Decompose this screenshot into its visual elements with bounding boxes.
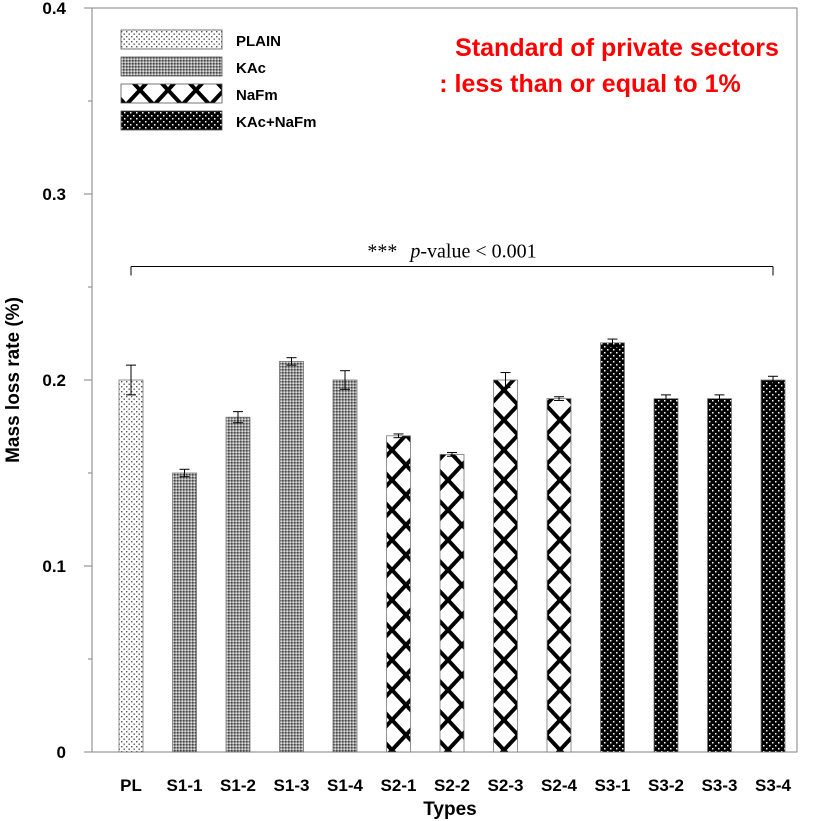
bar-pl bbox=[118, 379, 144, 753]
x-tick-label-s1-2: S1-2 bbox=[220, 776, 256, 795]
legend-label-kac-nafm: KAc+NaFm bbox=[236, 114, 316, 131]
x-tick-label-s3-3: S3-3 bbox=[702, 776, 738, 795]
significance-label: *** p-value < 0.001 bbox=[367, 241, 536, 263]
legend-swatch-plain bbox=[120, 29, 223, 50]
legend-swatch-nafm bbox=[120, 83, 223, 104]
standard-note-line1: Standard of private sectors bbox=[455, 34, 779, 62]
bar-s1-4 bbox=[332, 379, 358, 753]
bar-s3-4 bbox=[760, 379, 786, 753]
y-axis-ticks: 0 0.1 0.2 0.3 0.4 bbox=[42, 0, 92, 762]
y-tick-label: 0.2 bbox=[42, 371, 66, 390]
bar-s1-1 bbox=[172, 472, 197, 753]
x-tick-label-s1-1: S1-1 bbox=[167, 776, 203, 795]
significance-stars: *** bbox=[367, 241, 397, 263]
x-tick-label-pl: PL bbox=[120, 776, 142, 795]
bar-s2-4 bbox=[546, 398, 572, 753]
legend-swatch-kac-nafm bbox=[120, 110, 223, 131]
significance-p: p bbox=[408, 241, 420, 263]
x-tick-label-s3-1: S3-1 bbox=[595, 776, 631, 795]
bar-s3-2 bbox=[653, 398, 679, 753]
x-axis-tick-labels: PL S1-1 S1-2 S1-3 S1-4 S2-1 S2-2 S2-3 S2-4 S3-1 S3… bbox=[120, 776, 791, 795]
bar-s2-1 bbox=[386, 435, 411, 753]
error-bars bbox=[126, 338, 778, 478]
y-axis-title: Mass loss rate (%) bbox=[3, 297, 24, 463]
significance-bracket: *** p-value < 0.001 bbox=[130, 241, 774, 276]
y-tick-label: 0.3 bbox=[42, 185, 66, 204]
x-tick-label-s1-3: S1-3 bbox=[274, 776, 310, 795]
y-tick-label: 0.4 bbox=[42, 0, 66, 18]
bar-series bbox=[118, 342, 786, 753]
x-tick-label-s3-2: S3-2 bbox=[648, 776, 684, 795]
bar-s3-3 bbox=[707, 398, 732, 753]
bar-s2-2 bbox=[439, 453, 465, 753]
x-tick-label-s2-2: S2-2 bbox=[434, 776, 470, 795]
x-tick-label-s2-4: S2-4 bbox=[541, 776, 577, 795]
legend-swatch-kac bbox=[120, 56, 223, 77]
bar-s2-3 bbox=[493, 379, 518, 753]
x-tick-label-s1-4: S1-4 bbox=[327, 776, 363, 795]
legend-label-nafm: NaFm bbox=[236, 87, 278, 104]
y-tick-label: 0 bbox=[57, 743, 66, 762]
standard-note-line2: : less than or equal to 1% bbox=[439, 70, 740, 98]
y-tick-label: 0.1 bbox=[42, 557, 66, 576]
bar-s1-3 bbox=[279, 360, 304, 753]
legend: PLAIN KAc NaFm KAc+NaFm bbox=[120, 29, 316, 131]
x-axis-title: Types bbox=[423, 799, 477, 820]
x-tick-label-s2-1: S2-1 bbox=[381, 776, 417, 795]
x-tick-label-s2-3: S2-3 bbox=[488, 776, 524, 795]
x-tick-label-s3-4: S3-4 bbox=[755, 776, 791, 795]
legend-label-kac: KAc bbox=[236, 60, 266, 77]
significance-rest: -value < 0.001 bbox=[420, 241, 536, 263]
bar-s3-1 bbox=[600, 342, 625, 753]
bar-s1-2 bbox=[225, 416, 251, 753]
legend-label-plain: PLAIN bbox=[236, 33, 281, 50]
